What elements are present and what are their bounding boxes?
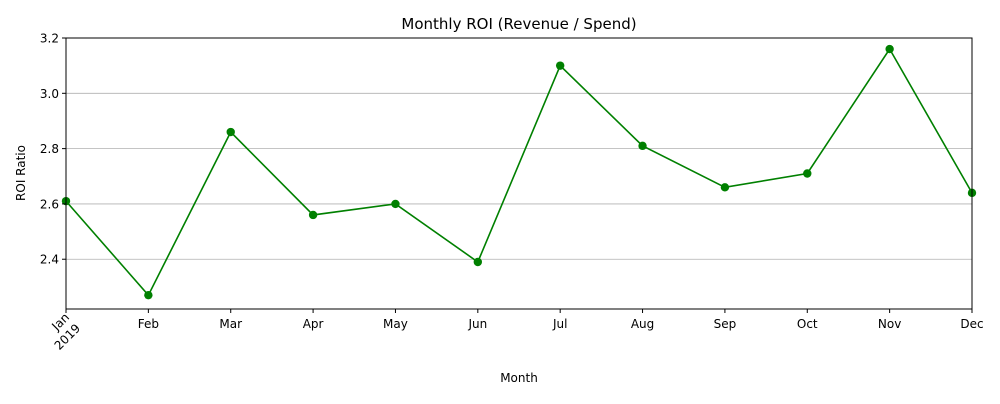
data-point <box>473 257 483 267</box>
x-tick-label: Jul <box>552 317 567 331</box>
x-tick-label: Oct <box>797 317 818 331</box>
x-axis-label: Month <box>500 371 538 385</box>
x-tick-label: Mar <box>219 317 242 331</box>
data-point <box>308 210 318 220</box>
y-tick-label: 2.4 <box>40 253 59 267</box>
x-tick-label: Aug <box>631 317 654 331</box>
y-axis-label: ROI Ratio <box>14 145 28 201</box>
x-tick-label: Jun <box>467 317 487 331</box>
y-tick-label: 3.2 <box>40 32 59 46</box>
data-point <box>720 183 730 192</box>
x-tick-label: Apr <box>303 317 324 331</box>
x-tick-label: May <box>383 317 408 331</box>
x-tick-label: Nov <box>878 317 901 331</box>
x-tick-label: Dec <box>960 317 983 331</box>
x-tick-label: Feb <box>138 317 159 331</box>
y-tick-label: 3.0 <box>40 87 59 101</box>
data-point <box>555 61 565 70</box>
data-point <box>803 169 812 178</box>
x-tick-label: Sep <box>714 317 737 331</box>
data-point <box>391 199 400 209</box>
series-line <box>65 47 973 297</box>
data-point <box>144 290 153 300</box>
data-point <box>638 141 647 151</box>
grid-lines <box>66 37 972 260</box>
plot-frame <box>65 37 973 310</box>
y-tick-label: 2.6 <box>40 197 59 211</box>
chart-title: Monthly ROI (Revenue / Spend) <box>401 15 636 33</box>
y-tick-label: 2.8 <box>40 142 59 156</box>
data-point <box>885 44 894 54</box>
data-point <box>226 127 235 137</box>
series-layer <box>61 44 977 300</box>
